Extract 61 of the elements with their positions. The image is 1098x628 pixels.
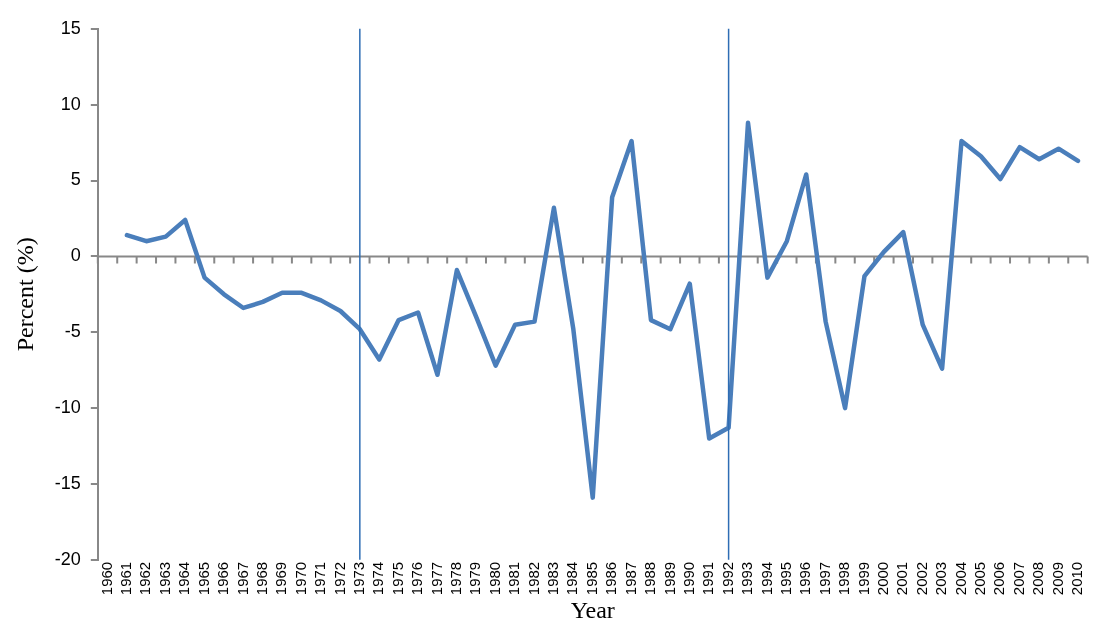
y-axis-title: Percent (%) (11, 237, 38, 352)
x-tick-label: 1997 (815, 561, 833, 596)
x-tick-label: 1989 (660, 561, 678, 596)
x-tick-label: 1974 (369, 561, 387, 596)
x-tick-label: 1970 (291, 561, 309, 596)
x-tick-label: 1968 (252, 561, 270, 596)
x-tick-label: 1960 (97, 561, 115, 596)
x-tick-label: 1976 (408, 561, 426, 596)
x-tick-label: 1979 (466, 561, 484, 596)
x-tick-label: 2001 (893, 561, 911, 596)
x-tick-label: 1986 (602, 561, 620, 596)
x-tick-label: 1984 (563, 561, 581, 596)
x-tick-label: 2006 (990, 561, 1008, 596)
x-tick-label: 1971 (311, 561, 329, 596)
x-tick-label: 1990 (679, 561, 697, 596)
x-tick-label: 1996 (796, 561, 814, 596)
x-tick-label: 2000 (874, 561, 892, 596)
y-tick-label: 0 (70, 245, 81, 266)
y-tick-label: -10 (54, 397, 81, 418)
x-tick-label: 1977 (427, 561, 445, 596)
x-tick-label: 1993 (738, 561, 756, 596)
x-axis-title: Year (570, 596, 615, 623)
x-tick-label: 1965 (194, 561, 212, 596)
x-tick-label: 1963 (155, 561, 173, 596)
x-tick-label: 2002 (912, 561, 930, 596)
x-tick-label: 1972 (330, 561, 348, 596)
x-tick-label: 1978 (447, 561, 465, 596)
x-tick-label: 1975 (388, 561, 406, 596)
x-tick-label: 1973 (349, 561, 367, 596)
x-tick-label: 2003 (932, 561, 950, 596)
x-tick-label: 1994 (757, 561, 775, 596)
x-tick-label: 1981 (505, 561, 523, 596)
x-tick-label: 1988 (641, 561, 659, 596)
x-tick-label: 1980 (485, 561, 503, 596)
x-tick-label: 1967 (233, 561, 251, 596)
x-tick-label: 1961 (117, 561, 135, 596)
x-tick-label: 1983 (544, 561, 562, 596)
x-tick-label: 2007 (1009, 561, 1027, 596)
y-tick-label: 5 (70, 169, 81, 190)
x-tick-label: 1966 (214, 561, 232, 596)
x-tick-label: 1999 (854, 561, 872, 596)
x-tick-label: 1995 (776, 561, 794, 596)
x-tick-label: 1969 (272, 561, 290, 596)
x-tick-label: 1987 (621, 561, 639, 596)
x-tick-label: 2005 (971, 561, 989, 596)
y-tick-label: 10 (60, 93, 81, 114)
y-tick-label: 15 (60, 17, 81, 38)
x-tick-label: 2008 (1029, 561, 1047, 596)
x-tick-label: 1962 (136, 561, 154, 596)
y-tick-label: -5 (64, 321, 81, 342)
x-tick-label: 1992 (718, 561, 736, 596)
x-tick-label: 2010 (1068, 561, 1086, 596)
x-tick-label: 2004 (951, 561, 969, 596)
x-tick-label: 1985 (582, 561, 600, 596)
x-tick-label: 1991 (699, 561, 717, 596)
x-tick-label: 2009 (1048, 561, 1066, 596)
x-tick-label: 1982 (524, 561, 542, 596)
x-tick-label: 1964 (175, 561, 193, 596)
y-tick-label: -20 (54, 548, 81, 569)
x-tick-label: 1998 (835, 561, 853, 596)
y-tick-label: -15 (54, 472, 81, 493)
